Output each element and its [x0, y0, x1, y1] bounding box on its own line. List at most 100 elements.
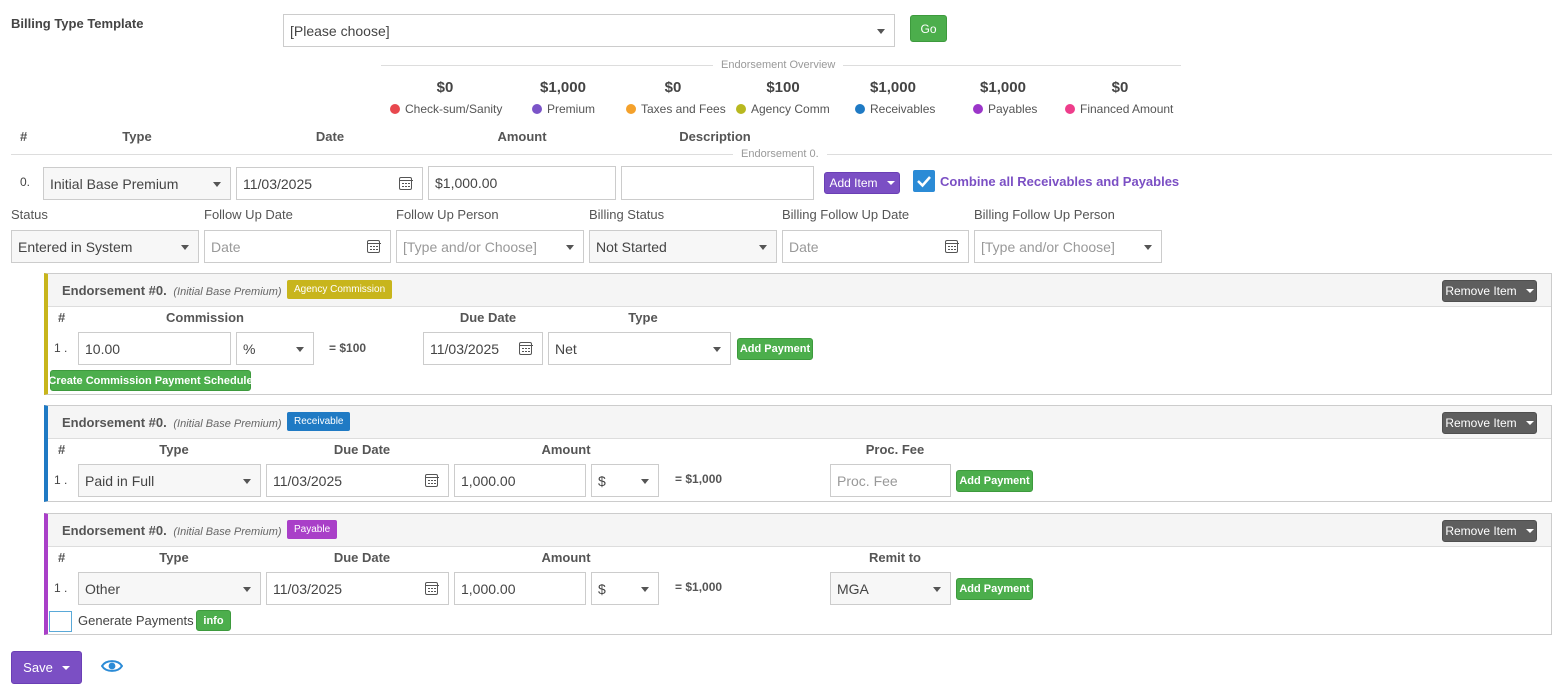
overview-value-check-sum: $0 — [436, 79, 454, 96]
receivable-due-date-input[interactable]: 11/03/2025 — [266, 464, 449, 497]
commission-row-num: 1 . — [54, 341, 68, 355]
follow-up-person-select[interactable]: [Type and/or Choose] — [396, 230, 584, 263]
info-button[interactable]: info — [196, 610, 231, 631]
item-description-input[interactable] — [621, 166, 814, 200]
receivable-equals: = $1,000 — [675, 472, 723, 486]
col-header-description: Description — [679, 129, 751, 144]
generate-payments-label: Generate Payments — [78, 613, 194, 628]
commission-col-commission: Commission — [165, 310, 244, 325]
receivable-amount-input[interactable]: 1,000.00 — [454, 464, 586, 497]
add-payment-button[interactable]: Add Payment — [737, 338, 813, 360]
add-payment-button[interactable]: Add Payment — [956, 470, 1033, 492]
commission-panel-header: Endorsement #0. (Initial Base Premium) A… — [48, 274, 1551, 307]
commission-col-num: # — [58, 310, 66, 325]
follow-up-date-input[interactable]: Date — [204, 230, 391, 263]
combine-label[interactable]: Combine all Receivables and Payables — [940, 174, 1180, 189]
chevron-down-icon — [1525, 421, 1534, 425]
go-button[interactable]: Go — [910, 15, 947, 42]
taxes-dot-icon — [626, 104, 636, 114]
item-type-select[interactable]: Initial Base Premium — [43, 167, 231, 200]
calendar-icon[interactable] — [398, 176, 413, 190]
overview-value-payables: $1,000 — [980, 79, 1026, 96]
commission-panel-title: Endorsement #0. (Initial Base Premium) — [62, 283, 282, 298]
overview-legend-check-sum: Check-sum/Sanity — [390, 102, 502, 116]
billing-type-template-label: Billing Type Template — [11, 16, 144, 31]
overview-value-receivables: $1,000 — [870, 79, 916, 96]
remit-to-select[interactable]: MGA — [830, 572, 951, 605]
chevron-down-icon — [759, 244, 767, 250]
billing-type-template-value: [Please choose] — [290, 22, 390, 39]
payable-badge: Payable — [287, 520, 338, 539]
payable-amount-input[interactable]: 1,000.00 — [454, 572, 586, 605]
status-label: Status — [11, 207, 48, 222]
payable-type-select[interactable]: Other — [78, 572, 261, 605]
chevron-down-icon — [243, 478, 251, 484]
commission-panel: Endorsement #0. (Initial Base Premium) A… — [44, 273, 1552, 395]
calendar-icon[interactable] — [424, 473, 439, 487]
overview-title: Endorsement Overview — [713, 59, 844, 71]
payables-dot-icon — [973, 104, 983, 114]
chevron-down-icon — [61, 665, 70, 670]
eye-icon[interactable] — [100, 657, 124, 678]
follow-up-person-label: Follow Up Person — [396, 207, 499, 222]
receivable-row-num: 1 . — [54, 473, 68, 487]
remove-item-button[interactable]: Remove Item — [1442, 412, 1537, 434]
overview-value-financed: $0 — [1111, 79, 1129, 96]
chevron-down-icon — [641, 478, 649, 484]
overview-legend-taxes: Taxes and Fees — [626, 102, 726, 116]
receivable-unit-select[interactable]: $ — [591, 464, 659, 497]
remove-item-button[interactable]: Remove Item — [1442, 280, 1537, 302]
chevron-down-icon — [566, 244, 574, 250]
receivable-panel: Endorsement #0. (Initial Base Premium) R… — [44, 405, 1552, 502]
payable-unit-select[interactable]: $ — [591, 572, 659, 605]
calendar-icon[interactable] — [944, 239, 959, 253]
follow-up-date-label: Follow Up Date — [204, 207, 293, 222]
col-header-type: Type — [122, 129, 152, 144]
combine-checkbox[interactable] — [913, 170, 935, 192]
commission-unit-select[interactable]: % — [236, 332, 314, 365]
billing-follow-up-date-input[interactable]: Date — [782, 230, 969, 263]
billing-status-select[interactable]: Not Started — [589, 230, 777, 263]
commission-input[interactable]: 10.00 — [78, 332, 231, 365]
receivable-col-amount: Amount — [541, 442, 591, 457]
billing-follow-up-person-select[interactable]: [Type and/or Choose] — [974, 230, 1162, 263]
status-select[interactable]: Entered in System — [11, 230, 199, 263]
calendar-icon[interactable] — [518, 341, 533, 355]
payable-equals: = $1,000 — [675, 580, 723, 594]
commission-col-due-date: Due Date — [459, 310, 517, 325]
payable-due-date-input[interactable]: 11/03/2025 — [266, 572, 449, 605]
create-commission-payment-schedule-button[interactable]: Create Commission Payment Schedule — [48, 370, 253, 391]
payable-panel: Endorsement #0. (Initial Base Premium) P… — [44, 513, 1552, 635]
payable-col-remit-to: Remit to — [869, 550, 921, 565]
add-item-button[interactable]: Add Item — [824, 172, 900, 194]
overview-value-premium: $1,000 — [540, 79, 586, 96]
remove-item-button[interactable]: Remove Item — [1442, 520, 1537, 542]
calendar-icon[interactable] — [424, 581, 439, 595]
generate-payments-checkbox[interactable] — [49, 611, 72, 632]
overview-legend-financed: Financed Amount — [1065, 102, 1173, 116]
receivable-col-due-date: Due Date — [333, 442, 391, 457]
receivable-type-select[interactable]: Paid in Full — [78, 464, 261, 497]
billing-type-template-select[interactable]: [Please choose] — [283, 14, 895, 47]
chevron-down-icon — [713, 346, 721, 352]
item-date-input[interactable]: 11/03/2025 — [236, 167, 423, 200]
receivable-col-proc-fee: Proc. Fee — [865, 442, 925, 457]
overview-value-taxes: $0 — [664, 79, 682, 96]
add-payment-button[interactable]: Add Payment — [956, 578, 1033, 600]
col-header-date: Date — [315, 129, 345, 144]
commission-due-date-input[interactable]: 11/03/2025 — [423, 332, 543, 365]
payable-col-amount: Amount — [541, 550, 591, 565]
billing-status-label: Billing Status — [589, 207, 665, 222]
overview-legend-receivables: Receivables — [855, 102, 935, 116]
financed-dot-icon — [1065, 104, 1075, 114]
save-button[interactable]: Save — [11, 651, 82, 684]
check-sum-dot-icon — [390, 104, 400, 114]
commission-equals: = $100 — [329, 341, 367, 355]
receivables-dot-icon — [855, 104, 865, 114]
payable-panel-header: Endorsement #0. (Initial Base Premium) P… — [48, 514, 1551, 547]
proc-fee-input[interactable]: Proc. Fee — [830, 464, 951, 497]
calendar-icon[interactable] — [366, 239, 381, 253]
item-amount-input[interactable]: $1,000.00 — [428, 166, 616, 200]
commission-type-select[interactable]: Net — [548, 332, 731, 365]
agency-comm-dot-icon — [736, 104, 746, 114]
